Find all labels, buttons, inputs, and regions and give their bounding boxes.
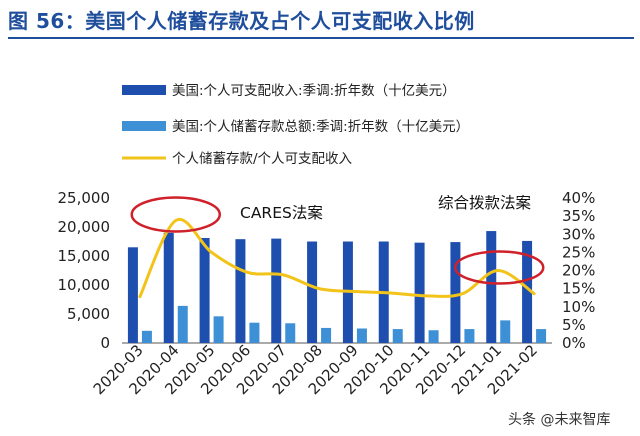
bar-income bbox=[450, 242, 461, 343]
bar-savings bbox=[428, 330, 439, 343]
bar-savings bbox=[356, 328, 367, 343]
y-right-tick-label: 5% bbox=[562, 316, 586, 334]
y-right-tick-label: 35% bbox=[562, 207, 595, 225]
bar-savings bbox=[249, 322, 260, 343]
y-right-tick-label: 40% bbox=[562, 189, 595, 207]
bar-savings bbox=[285, 323, 296, 343]
y-right-tick-label: 20% bbox=[562, 262, 595, 280]
y-right-tick-label: 25% bbox=[562, 243, 595, 261]
y-right-tick-label: 10% bbox=[562, 298, 595, 316]
y-right-tick-label: 15% bbox=[562, 280, 595, 298]
bar-savings bbox=[321, 327, 332, 343]
bar-income bbox=[522, 240, 533, 343]
bar-income bbox=[235, 239, 246, 343]
highlight-ellipse-appropriations bbox=[454, 250, 545, 285]
y-left-tick-label: 5,000 bbox=[67, 305, 110, 323]
legend-swatch-income bbox=[122, 85, 166, 95]
bar-income bbox=[271, 238, 282, 343]
bar-income bbox=[127, 247, 138, 343]
chart-axes: 0 5,000 10,000 15,000 20,000 25,000 0%5%10%15%… bbox=[58, 189, 596, 398]
y-right-tick-label: 0% bbox=[562, 334, 586, 352]
bar-savings bbox=[536, 329, 547, 343]
highlight-ellipse-cares bbox=[130, 196, 221, 233]
title-bar: 图 56：美国个人储蓄存款及占个人可支配收入比例 bbox=[0, 0, 640, 40]
y-left-tick-label: 25,000 bbox=[58, 189, 111, 207]
bar-savings bbox=[141, 330, 152, 343]
bar-income bbox=[199, 238, 210, 343]
bar-income bbox=[414, 242, 425, 343]
bar-income bbox=[486, 231, 497, 343]
bar-income bbox=[163, 232, 174, 343]
legend-label-ratio: 个人储蓄存款/个人可支配收入 bbox=[172, 151, 353, 167]
figure-title: 图 56：美国个人储蓄存款及占个人可支配收入比例 bbox=[8, 9, 475, 33]
legend-label-income: 美国:个人可支配收入:季调:折年数（十亿美元） bbox=[172, 83, 456, 99]
title-underline bbox=[8, 37, 634, 39]
chart-bars bbox=[127, 231, 547, 343]
chart-highlights bbox=[130, 196, 545, 285]
bar-income bbox=[307, 241, 318, 343]
y-left-tick-label: 20,000 bbox=[58, 218, 111, 236]
legend-label-savings: 美国:个人储蓄存款总额:季调:折年数（十亿美元） bbox=[172, 119, 469, 135]
legend-swatch-savings bbox=[122, 121, 166, 131]
annotation-cares-act: CARES法案 bbox=[240, 204, 323, 222]
bar-savings bbox=[500, 320, 511, 343]
y-left-tick-label: 10,000 bbox=[58, 276, 111, 294]
bar-savings bbox=[392, 329, 403, 343]
watermark: 头条 @未来智库 bbox=[508, 411, 610, 428]
y-right-tick-label: 30% bbox=[562, 225, 595, 243]
y-left-tick-label: 15,000 bbox=[58, 247, 111, 265]
bar-savings bbox=[177, 305, 188, 343]
y-left-tick-label: 0 bbox=[100, 334, 110, 352]
chart-legend: 美国:个人可支配收入:季调:折年数（十亿美元） 美国:个人储蓄存款总额:季调:折… bbox=[122, 83, 469, 167]
bar-savings bbox=[213, 316, 224, 343]
chart-line bbox=[138, 217, 536, 299]
bar-savings bbox=[464, 329, 475, 343]
annotation-appropriations-act: 综合拨款法案 bbox=[438, 194, 532, 212]
ratio-line bbox=[138, 217, 536, 299]
